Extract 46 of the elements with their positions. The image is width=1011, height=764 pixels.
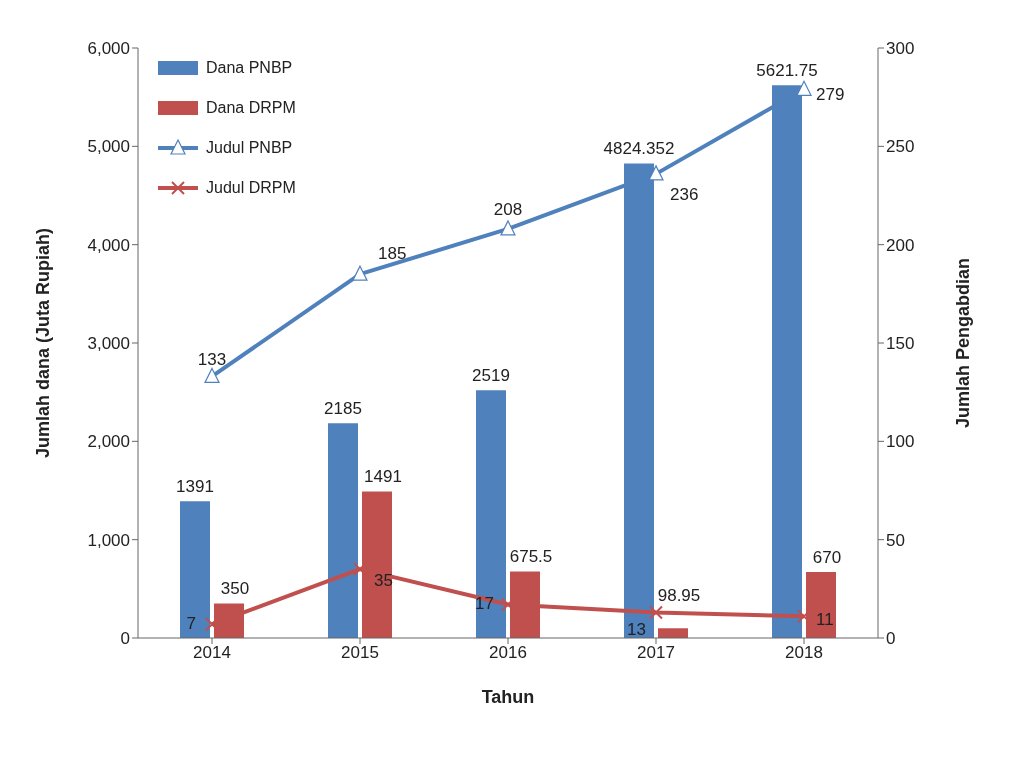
y-tick-label: 5,000 [87,137,130,157]
data-label: 7 [186,613,196,633]
data-label: 236 [670,185,699,205]
data-label: 35 [374,570,393,590]
data-label: 675.5 [509,547,553,567]
data-label: 11 [816,609,834,629]
data-label: 208 [493,200,523,220]
y-tick-label: 0 [120,629,130,649]
x-tick-label: 2014 [193,643,231,663]
y2-tick-label: 0 [886,629,896,649]
data-label: 2185 [324,398,362,418]
y-tick-label: 3,000 [87,334,130,354]
y-axis-title: Jumlah dana (Juta Rupiah) [33,227,54,459]
data-label: 98.95 [657,585,701,605]
y2-tick-label: 300 [886,39,915,59]
y2-axis-title: Jumlah Pengabdian [953,257,974,429]
data-label: 1391 [176,476,214,496]
x-tick-label: 2018 [785,643,823,663]
y2-tick-label: 250 [886,137,915,157]
y2-tick-label: 150 [886,334,915,354]
data-label: 1491 [364,466,402,486]
data-label: 4824.352 [603,139,675,159]
data-label: 17 [475,594,494,614]
y2-tick-label: 200 [886,235,915,255]
x-tick-label: 2017 [637,643,675,663]
x-tick-label: 2016 [489,643,527,663]
data-label: 185 [378,243,407,263]
y-tick-label: 4,000 [87,235,130,255]
y2-tick-label: 100 [886,432,915,452]
data-label: 133 [197,349,227,369]
y-tick-label: 6,000 [87,39,130,59]
data-label: 2519 [472,365,510,385]
data-label: 670 [812,547,842,567]
data-label: 5621.75 [756,60,818,80]
x-axis-title: Tahun [481,687,535,707]
x-tick-label: 2015 [341,643,379,663]
data-label: 350 [220,579,250,599]
legend-label: Dana DRPM [206,99,296,117]
data-label: 13 [627,619,646,639]
legend-label: Dana PNBP [206,59,293,77]
legend-label: Judul PNBP [206,139,293,157]
y2-tick-label: 50 [886,530,905,550]
y-tick-label: 1,000 [87,530,130,550]
data-label: 279 [816,84,845,104]
y-tick-label: 2,000 [87,432,130,452]
legend-label: Judul DRPM [206,179,296,197]
